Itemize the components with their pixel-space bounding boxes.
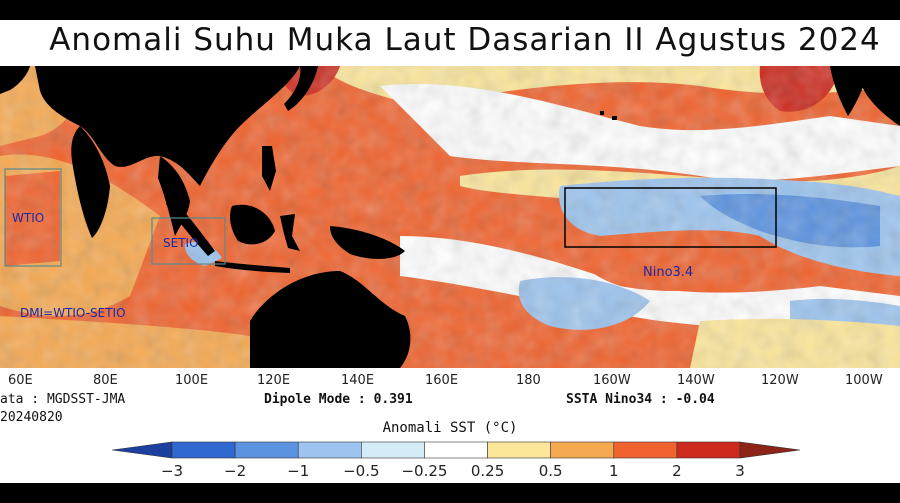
colorbar-tick-label: 0.25 <box>470 462 505 480</box>
dipole-mode-text: Dipole Mode : 0.391 <box>264 392 413 407</box>
lon-label-60e: 60E <box>8 373 33 388</box>
lon-label-160w: 160W <box>593 373 631 388</box>
colorbar-title: Anomali SST (°C) <box>382 420 518 436</box>
nino34-label: Nino3.4 <box>643 265 694 280</box>
colorbar-tick-label: −1 <box>287 462 310 480</box>
colorbar-segment <box>739 441 801 459</box>
setio-box <box>151 217 226 265</box>
colorbar-segment <box>487 441 551 459</box>
colorbar-tick-label: −0.5 <box>343 462 380 480</box>
colorbar-segment <box>424 441 488 459</box>
borneo-island <box>230 204 275 245</box>
lon-label-100w: 100W <box>845 373 883 388</box>
colorbar-segment <box>676 441 741 459</box>
sulawesi-island <box>280 214 300 251</box>
ssta-nino34-text: SSTA Nino34 : -0.04 <box>566 392 715 407</box>
asia-landmass <box>35 66 300 186</box>
lon-label-80e: 80E <box>93 373 118 388</box>
lon-label-160e: 160E <box>425 373 459 388</box>
dmi-formula: DMI=WTIO-SETIO <box>20 306 126 320</box>
colorbar-segment <box>171 441 236 459</box>
philippines-islands <box>262 146 276 191</box>
date-text: 20240820 <box>0 410 63 425</box>
wtio-box <box>4 168 62 267</box>
colorbar-tick-label: −3 <box>160 462 184 480</box>
lon-label-140e: 140E <box>341 373 375 388</box>
colorbar-tick-label: 0.5 <box>538 462 563 480</box>
north-america-landmass <box>860 66 900 126</box>
hawaii-islands <box>600 111 617 120</box>
australia-landmass <box>250 271 411 368</box>
india-landmass <box>71 126 110 238</box>
java-island <box>215 261 290 273</box>
top-border <box>0 0 900 20</box>
central-america-landmass <box>830 66 870 116</box>
lon-label-120w: 120W <box>761 373 799 388</box>
colorbar-segment <box>234 441 299 459</box>
africa-landmass <box>0 66 30 94</box>
colorbar-segment <box>361 441 425 459</box>
colorbar-tick-label: −2 <box>224 462 247 480</box>
lon-label-140w: 140W <box>677 373 715 388</box>
colorbar-tick-label: 3 <box>735 462 745 480</box>
new-guinea-island <box>330 226 405 259</box>
japan-islands <box>284 66 318 111</box>
sst-anomaly-map <box>0 66 900 368</box>
lon-label-100e: 100E <box>175 373 209 388</box>
bottom-border <box>0 483 900 503</box>
colorbar-segment <box>111 441 173 459</box>
wtio-label: WTIO <box>12 211 45 225</box>
colorbar-segment <box>550 441 615 459</box>
map-title: Anomali Suhu Muka Laut Dasarian II Agust… <box>49 22 881 58</box>
colorbar-tick-label: 1 <box>608 462 619 480</box>
sumatra-island <box>166 196 215 256</box>
landmasses <box>0 66 900 368</box>
colorbar <box>111 441 801 459</box>
lon-label-180: 180 <box>516 373 541 388</box>
colorbar-tick-label: 2 <box>672 462 682 480</box>
lon-label-120e: 120E <box>257 373 291 388</box>
colorbar-segment <box>613 441 678 459</box>
colorbar-tick-label: −0.25 <box>401 462 448 480</box>
setio-label: SETIO <box>163 236 199 250</box>
data-source-text: ata : MGDSST-JMA <box>0 392 126 407</box>
nino34-box <box>564 187 777 248</box>
colorbar-segment <box>297 441 362 459</box>
